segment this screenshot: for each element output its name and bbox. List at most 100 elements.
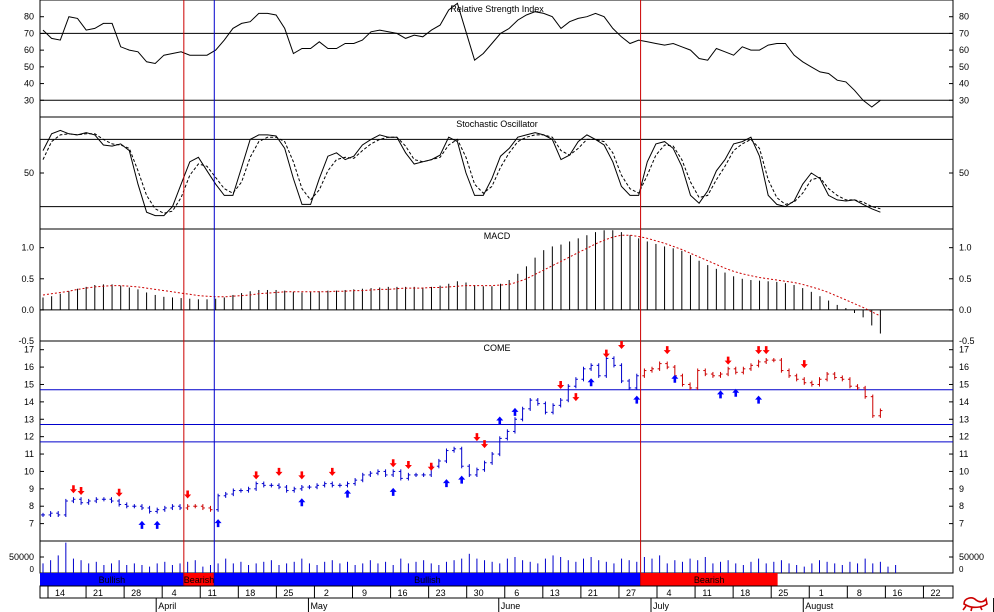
buy-signal-arrow-icon — [732, 388, 740, 397]
rsi-series-line-0 — [42, 2, 881, 108]
vertical-markers — [183, 0, 642, 586]
x-axis-day-label: 16 — [398, 588, 408, 598]
buy-signal-arrow-icon — [587, 378, 595, 387]
rsi-tick-label-right: 50 — [959, 62, 969, 72]
price-tick-label-left: 15 — [24, 379, 34, 389]
x-axis-month-label: July — [653, 601, 670, 611]
buy-signal-arrow-icon — [755, 395, 763, 404]
price-tick-label-left: 8 — [29, 501, 34, 511]
price-tick-label-right: 7 — [959, 519, 964, 529]
sell-signal-arrow-icon — [275, 467, 283, 476]
price-tick-label-left: 12 — [24, 432, 34, 442]
sell-signal-arrow-icon — [473, 433, 481, 442]
x-axis-day-label: 6 — [514, 588, 519, 598]
rsi-tick-label-left: 40 — [24, 79, 34, 89]
rsi-tick-label-left: 50 — [24, 62, 34, 72]
rsi-tick-label-left: 80 — [24, 12, 34, 22]
rsi-tick-label-left: 70 — [24, 28, 34, 38]
volume-bottom-label-left: 0 — [30, 565, 35, 574]
sell-signal-arrow-icon — [298, 471, 306, 480]
regime-label: Bearish — [184, 575, 215, 585]
x-axis: 14 21 28 4 11 18 25 2 9 16 23 30 6 13 21 27 4 11 18 25 1 8 16 2… — [39, 585, 994, 612]
sell-signal-arrow-icon — [557, 380, 565, 389]
buy-signal-arrow-icon — [298, 498, 306, 507]
sell-signal-arrow-icon — [389, 459, 397, 468]
macd-tick-label-right: 1.0 — [959, 243, 972, 253]
volume-tick-label-right: 50000 — [959, 552, 984, 562]
regime-segment — [214, 573, 641, 586]
x-axis-frame — [39, 585, 954, 599]
sell-signal-arrow-icon — [252, 471, 260, 480]
x-axis-month-label: May — [310, 601, 328, 611]
x-axis-month-label: August — [805, 601, 834, 611]
x-axis-day-label: 23 — [436, 588, 446, 598]
macd-signal-line — [42, 234, 881, 317]
rsi-tick-label-right: 30 — [959, 95, 969, 105]
price-tick-label-left: 10 — [24, 466, 34, 476]
x-axis-day-label: 11 — [208, 588, 217, 598]
price-tick-label-right: 13 — [959, 414, 969, 424]
price-tick-label-right: 9 — [959, 484, 964, 494]
macd-tick-label-left: 0.0 — [21, 305, 34, 315]
x-axis-day-label: 25 — [778, 588, 788, 598]
regime-segment — [640, 573, 778, 586]
regime-segment — [183, 573, 215, 586]
x-axis-day-label: 21 — [588, 588, 598, 598]
x-axis-day-label: 11 — [702, 588, 711, 598]
x-axis-day-label: 4 — [172, 588, 177, 598]
x-axis-day-label: 13 — [550, 588, 560, 598]
price-tick-label-right: 16 — [959, 362, 969, 372]
sell-signal-arrow-icon — [762, 346, 770, 355]
sell-signal-arrow-icon — [755, 346, 763, 355]
price-tick-label-right: 14 — [959, 397, 969, 407]
buy-signal-arrow-icon — [153, 520, 161, 529]
logo-icon — [962, 596, 988, 612]
price-tick-label-right: 17 — [959, 345, 969, 355]
rsi-tick-label-right: 70 — [959, 28, 969, 38]
x-axis-month-label: April — [158, 601, 176, 611]
x-axis-day-label: 28 — [131, 588, 141, 598]
price-tick-label-left: 7 — [29, 519, 34, 529]
sell-signal-arrow-icon — [572, 393, 580, 402]
x-axis-day-label: 22 — [930, 588, 940, 598]
buy-signal-arrow-icon — [389, 487, 397, 496]
buy-signal-arrow-icon — [671, 374, 679, 383]
sell-signal-arrow-icon — [69, 485, 77, 494]
x-axis-day-label: 4 — [667, 588, 672, 598]
macd-tick-label-right: -0.5 — [959, 336, 975, 346]
price-tick-label-right: 11 — [959, 449, 968, 459]
macd-tick-label-right: 0.5 — [959, 274, 972, 284]
stochastic-series-line-1 — [42, 133, 881, 214]
buy-signal-arrow-icon — [511, 407, 519, 416]
x-axis-day-label: 25 — [283, 588, 293, 598]
sell-signal-arrow-icon — [618, 340, 626, 349]
regime-label: Bearish — [694, 575, 725, 585]
x-axis-day-label: 9 — [362, 588, 367, 598]
sell-signal-arrow-icon — [602, 349, 610, 358]
macd-tick-label-left: -0.5 — [18, 336, 34, 346]
sell-signal-arrow-icon — [115, 488, 123, 497]
buy-signal-arrow-icon — [442, 479, 450, 488]
sell-signal-arrow-icon — [184, 490, 192, 499]
price-tick-label-right: 12 — [959, 432, 969, 442]
buy-signal-arrow-icon — [717, 390, 725, 399]
sell-signal-arrow-icon — [663, 346, 671, 355]
volume-bottom-label-right: 0 — [959, 565, 964, 574]
buy-signal-arrow-icon — [138, 520, 146, 529]
logo-icon-shape — [962, 596, 988, 612]
regime-label: Bullish — [99, 575, 126, 585]
sell-signal-arrow-icon — [481, 440, 489, 449]
sell-signal-arrow-icon — [724, 356, 732, 365]
rsi-title: Relative Strength Index — [450, 4, 544, 14]
x-axis-day-label: 14 — [55, 588, 65, 598]
x-axis-day-label: 27 — [626, 588, 636, 598]
x-axis-day-label: 18 — [245, 588, 255, 598]
x-axis-day-label: 2 — [324, 588, 329, 598]
price-title: COME — [484, 343, 511, 353]
buy-signal-arrow-icon — [458, 475, 466, 484]
macd-tick-label-right: 0.0 — [959, 305, 972, 315]
regime-segment — [40, 573, 184, 586]
price-tick-label-left: 14 — [24, 397, 34, 407]
sell-signal-arrow-icon — [404, 460, 412, 469]
